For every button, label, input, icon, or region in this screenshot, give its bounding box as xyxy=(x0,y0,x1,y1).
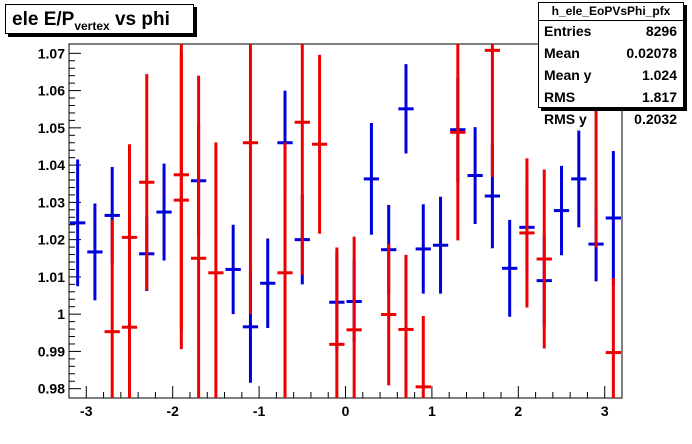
data-point xyxy=(173,51,189,350)
y-tick-label: 1.02 xyxy=(38,232,65,248)
data-series xyxy=(70,44,621,398)
x-tick-label: -3 xyxy=(80,403,93,419)
y-tick-label: 1 xyxy=(57,306,65,322)
stats-box: h_ele_EoPVsPhi_pfx Entries 8296 Mean 0.020… xyxy=(538,2,684,127)
stats-histogram-name: h_ele_EoPVsPhi_pfx xyxy=(539,3,683,21)
data-point xyxy=(398,64,414,154)
y-tick-label: 1.03 xyxy=(38,194,65,210)
stats-row-entries: Entries 8296 xyxy=(539,21,683,43)
data-point xyxy=(208,142,224,398)
data-point xyxy=(415,204,431,294)
x-tick-label: 0 xyxy=(342,403,350,419)
data-point xyxy=(467,127,483,224)
stats-row-mean: Mean 0.02078 xyxy=(539,43,683,65)
chart-title: ele E/Pvertex vs phi xyxy=(5,4,194,34)
y-tick-label: 1.05 xyxy=(38,120,65,136)
data-point xyxy=(571,130,587,228)
data-point xyxy=(536,169,552,349)
y-tick-label: 0.99 xyxy=(38,343,65,359)
stats-value: 1.817 xyxy=(641,89,677,105)
stats-row-mean-y: Mean y 1.024 xyxy=(539,65,683,87)
data-point xyxy=(519,158,535,308)
data-point xyxy=(605,278,621,398)
data-point xyxy=(553,165,570,256)
y-tick-label: 1.04 xyxy=(38,157,65,173)
data-point xyxy=(363,122,380,235)
data-point xyxy=(502,219,518,317)
stats-value: 0.02078 xyxy=(626,45,677,61)
data-point xyxy=(70,159,86,287)
data-point xyxy=(432,196,449,294)
stats-label: RMS xyxy=(544,89,576,105)
title-main: ele E/P xyxy=(12,9,75,30)
data-point xyxy=(294,44,310,276)
data-point xyxy=(260,238,276,328)
y-tick-label: 1.07 xyxy=(38,45,65,61)
data-point xyxy=(104,219,120,398)
series-red xyxy=(104,44,621,398)
stats-value: 0.2032 xyxy=(634,111,677,127)
x-tick-label: -2 xyxy=(166,403,179,419)
stats-value: 8296 xyxy=(645,23,677,39)
x-tick-label: 1 xyxy=(428,403,436,419)
data-point xyxy=(450,44,466,241)
data-point xyxy=(242,44,259,315)
title-rest: vs phi xyxy=(109,9,170,30)
y-tick-label: 1.06 xyxy=(38,83,65,99)
x-tick-label: 3 xyxy=(601,403,609,419)
x-tick-label: -1 xyxy=(253,403,266,419)
data-point xyxy=(277,142,293,398)
x-axis: -3 -2 -1 0 1 2 3 xyxy=(68,386,623,419)
data-point xyxy=(329,247,345,398)
data-point xyxy=(156,163,172,261)
data-point xyxy=(311,54,328,234)
data-point xyxy=(415,316,431,398)
data-point xyxy=(139,74,155,291)
data-point xyxy=(121,215,138,398)
y-axis: 0.98 0.99 1 1.01 1.02 1.03 1.04 1.05 1.06 1.07 xyxy=(38,45,81,397)
y-tick-label: 1.01 xyxy=(38,269,65,285)
stats-value: 1.024 xyxy=(641,67,677,83)
data-point xyxy=(87,203,103,301)
y-tick-label: 0.98 xyxy=(38,381,65,397)
x-tick-label: 2 xyxy=(514,403,522,419)
data-point xyxy=(381,243,397,386)
stats-label: Mean xyxy=(544,45,580,61)
title-subscript: vertex xyxy=(74,18,110,33)
stats-row-rms-y: RMS y 0.2032 xyxy=(539,109,683,131)
stats-label: RMS y xyxy=(544,111,587,127)
stats-row-rms: RMS 1.817 xyxy=(539,87,683,109)
data-point xyxy=(346,236,362,398)
data-point xyxy=(484,44,501,178)
stats-label: Entries xyxy=(544,23,592,39)
data-point xyxy=(225,224,241,315)
data-point xyxy=(190,75,207,398)
data-point xyxy=(605,150,621,286)
stats-label: Mean y xyxy=(544,67,592,83)
data-point xyxy=(398,254,414,398)
